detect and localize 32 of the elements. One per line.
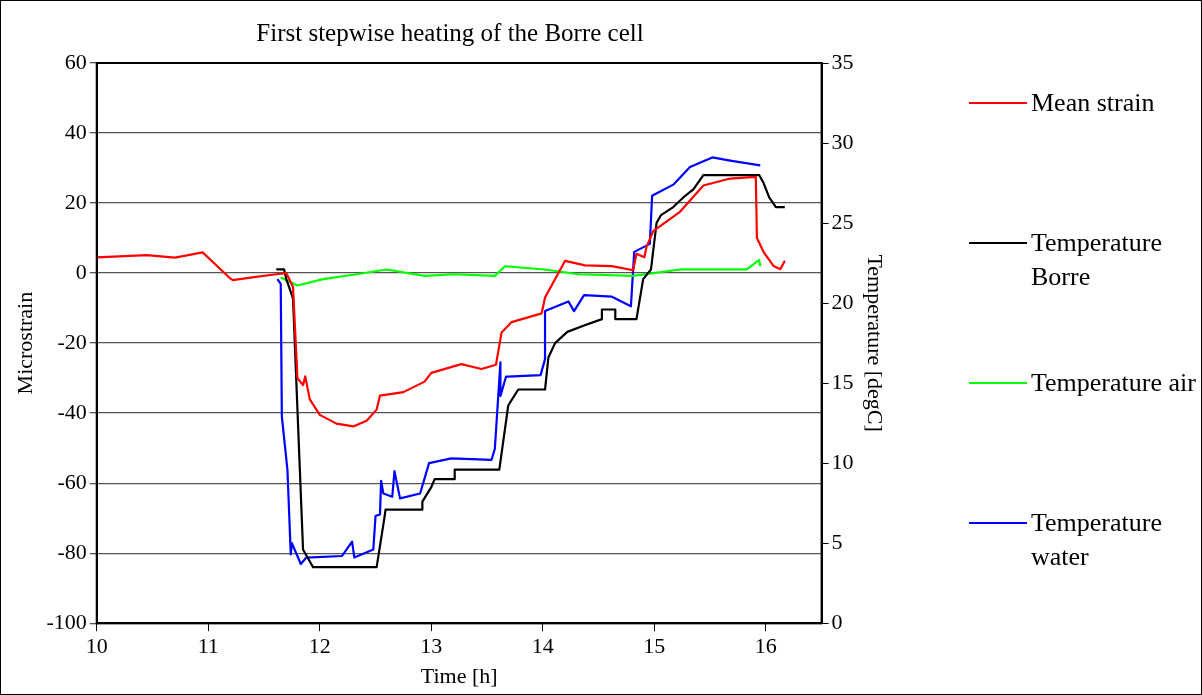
y-tick-label: -60 bbox=[57, 468, 87, 494]
legend-label: Temperature air bbox=[1031, 367, 1197, 399]
x-tick-label: 10 bbox=[85, 633, 108, 659]
y-tick-label: 60 bbox=[64, 48, 87, 74]
x-tick-label: 15 bbox=[643, 633, 666, 659]
x-tick-label: 16 bbox=[754, 633, 777, 659]
y2-tick-label: 10 bbox=[831, 448, 854, 474]
y2-tick-label: 25 bbox=[831, 208, 854, 234]
y2-axis-title: Temperature [degC] bbox=[863, 254, 889, 432]
x-tick-label: 13 bbox=[420, 633, 443, 659]
y2-tick-label: 15 bbox=[831, 368, 854, 394]
y-axis-title: Microstrain bbox=[11, 291, 37, 395]
x-tick-label: 11 bbox=[197, 633, 219, 659]
y2-tick-label: 0 bbox=[831, 608, 843, 634]
y-tick-label: 0 bbox=[75, 258, 87, 284]
y-tick-label: -80 bbox=[57, 538, 87, 564]
y-tick-label: 20 bbox=[64, 188, 87, 214]
legend-label: Mean strain bbox=[1031, 87, 1156, 119]
y2-tick-label: 35 bbox=[831, 48, 854, 74]
x-tick-label: 14 bbox=[531, 633, 554, 659]
y-tick-label: -20 bbox=[57, 328, 87, 354]
legend-label: Temperature Borre bbox=[1031, 227, 1163, 293]
y2-tick-label: 5 bbox=[831, 528, 843, 554]
y2-tick-label: 20 bbox=[831, 288, 854, 314]
y-tick-label: -100 bbox=[46, 608, 87, 634]
legend-label: Temperature water bbox=[1031, 507, 1163, 573]
x-tick-label: 12 bbox=[308, 633, 331, 659]
y-tick-label: 40 bbox=[64, 118, 87, 144]
y2-tick-label: 30 bbox=[831, 128, 854, 154]
chart-title: First stepwise heating of the Borre cell bbox=[256, 18, 644, 46]
x-axis-title: Time [h] bbox=[420, 662, 498, 688]
y-tick-label: -40 bbox=[57, 398, 87, 424]
